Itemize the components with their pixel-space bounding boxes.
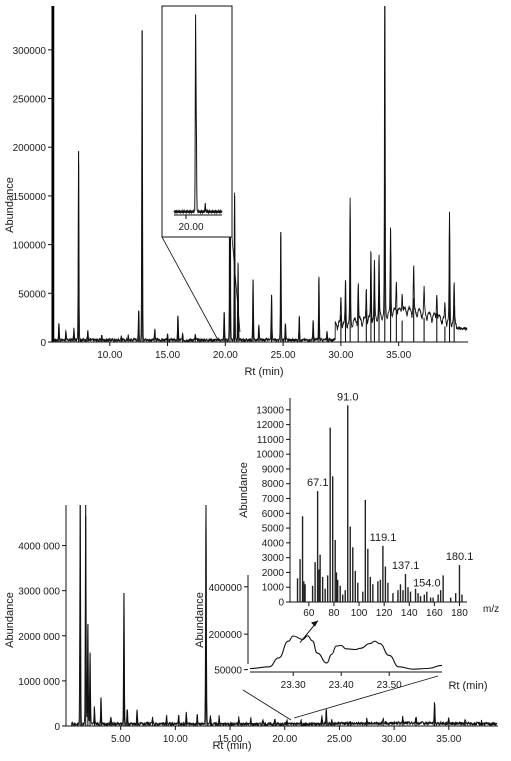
zoom-chromatogram-inset: Abundance Rt (min) 50000 200000 400000 23.3… <box>194 575 488 692</box>
chart2-x-tick-label: 10.00 <box>163 734 188 745</box>
chart1-x-tick-label: 15.00 <box>155 350 180 361</box>
spectrum-y-tick-label: 12000 <box>256 420 284 431</box>
top-inset-connector-left <box>161 236 219 341</box>
spectrum-x-tick-label: 80 <box>328 608 340 619</box>
chromatogram-top: Abundance Rt (min) 0 50000 100000 150000 200… <box>4 5 468 378</box>
chart1-trace <box>52 5 468 344</box>
chart1-y-tick-label: 0 <box>40 338 46 349</box>
chart1-ylabel: Abundance <box>4 177 16 233</box>
spectrum-x-tick-label: 100 <box>351 608 368 619</box>
chart2-ylabel: Abundance <box>4 592 16 648</box>
spectrum-y-tick-label: 13000 <box>256 405 284 416</box>
chart1-x-tick-label: 35.00 <box>386 350 411 361</box>
spectrum-x-tick-label: 140 <box>401 608 418 619</box>
chart1-x-tick-label: 10.00 <box>97 350 122 361</box>
chart2-trace <box>71 504 498 728</box>
spectrum-y-tick-label: 7000 <box>262 494 285 505</box>
spectrum-x-tick-label: 120 <box>376 608 393 619</box>
top-inset-trace <box>173 14 223 215</box>
spectrum-x-tick-label: 60 <box>303 608 315 619</box>
chart1-y-tick-label: 200000 <box>13 143 47 154</box>
chart2-y-tick-label: 2000 000 <box>18 632 60 643</box>
mass-spectrum-inset: Abundance m/z 0 1000 2000 3000 4000 5000 6000 7… <box>238 391 499 619</box>
spectrum-y-tick-label: 1000 <box>262 583 285 594</box>
chromatogram-bottom: Abundance Rt (min) 0 1000 000 2000 000 3000… <box>4 504 498 752</box>
zoom-y-tick-label: 200000 <box>209 630 243 641</box>
chart2-x-tick-label: 25.00 <box>327 734 352 745</box>
spectrum-peak-label: 154.0 <box>413 578 441 590</box>
spectrum-y-tick-label: 2000 <box>262 568 285 579</box>
chart1-x-tick-label: 25.00 <box>271 350 296 361</box>
chart1-y-tick-label: 150000 <box>13 192 47 203</box>
chart2-x-tick-label: 30.00 <box>382 734 407 745</box>
chart2-y-tick-label: 1000 000 <box>18 677 60 688</box>
spectrum-x-tick-label: 160 <box>426 608 443 619</box>
chart2-zoom-connector-left <box>242 689 292 721</box>
spectrum-y-tick-label: 11000 <box>257 435 285 446</box>
spectrum-y-tick-label: 6000 <box>262 509 285 520</box>
chart2-zoom-connector-right <box>293 675 439 719</box>
chart2-x-tick-label: 5.00 <box>111 734 131 745</box>
zoom-x-tick-label: 23.40 <box>329 680 354 691</box>
top-inset-x-tick-label: 20.00 <box>178 222 203 233</box>
chart2-y-tick-label: 0 <box>54 722 60 733</box>
chart1-y-tick-label: 300000 <box>13 46 47 57</box>
spectrum-xlabel: m/z <box>483 604 499 615</box>
inset-top-zoom: 20.00 <box>161 5 241 341</box>
spectrum-y-tick-label: 0 <box>278 598 284 609</box>
chart1-y-tick-label: 50000 <box>18 289 46 300</box>
chart1-y-tick-label: 250000 <box>13 95 47 106</box>
spectrum-peak-label: 137.1 <box>392 560 420 572</box>
spectrum-y-tick-label: 10000 <box>256 450 284 461</box>
chart2-y-tick-label: 4000 000 <box>18 542 60 553</box>
zoom-ylabel: Abundance <box>194 592 206 648</box>
spectrum-peak-label: 119.1 <box>370 532 397 544</box>
zoom-y-tick-label: 50000 <box>214 666 242 677</box>
spectrum-peak-label: 180.1 <box>446 551 474 563</box>
chart2-y-tick-label: 3000 000 <box>18 587 60 598</box>
spectrum-y-tick-label: 4000 <box>262 538 285 549</box>
chart2-xlabel: Rt (min) <box>212 740 251 752</box>
spectrum-ylabel: Abundance <box>238 462 250 518</box>
spectrum-y-tick-label: 5000 <box>262 524 285 535</box>
spectrum-y-tick-label: 3000 <box>262 553 285 564</box>
chart2-x-tick-label: 35.00 <box>436 734 461 745</box>
top-inset-connector-right <box>231 236 241 333</box>
chart1-x-tick-label: 30.00 <box>328 350 353 361</box>
spectrum-peak-label: 91.0 <box>337 391 358 403</box>
chart1-x-tick-label: 20.00 <box>213 350 238 361</box>
spectrum-y-tick-label: 8000 <box>262 479 285 490</box>
chart2-x-tick-label: 15.00 <box>218 734 243 745</box>
zoom-x-tick-label: 23.50 <box>377 680 402 691</box>
chart2-x-tick-label: 20.00 <box>272 734 297 745</box>
zoom-xlabel: Rt (min) <box>448 680 487 692</box>
chart1-xlabel: Rt (min) <box>244 366 283 378</box>
chart1-y-tick-label: 100000 <box>13 241 47 252</box>
zoom-x-tick-label: 23.30 <box>281 680 306 691</box>
zoom-arrow-head <box>311 620 318 627</box>
spectrum-x-tick-label: 180 <box>451 608 468 619</box>
zoom-trace <box>249 635 443 670</box>
spectrum-y-tick-label: 9000 <box>262 464 285 475</box>
spectrum-peak-label: 67.1 <box>307 477 328 489</box>
zoom-y-tick-label: 400000 <box>209 583 243 594</box>
